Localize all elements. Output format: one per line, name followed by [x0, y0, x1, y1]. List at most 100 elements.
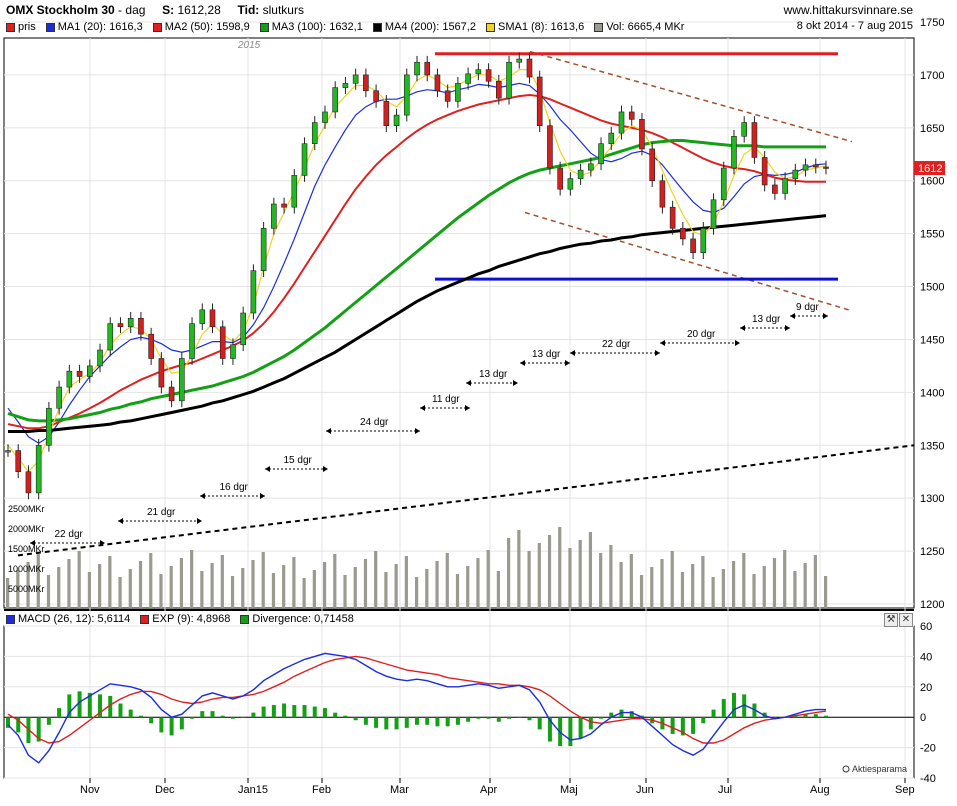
candle-body — [455, 83, 461, 102]
divergence-bar — [588, 717, 593, 730]
macd-legend-item: MACD (26, 12): 5,6114 — [6, 613, 130, 625]
candle-body — [567, 178, 574, 190]
candle-body — [741, 122, 748, 137]
candle-body — [240, 312, 246, 346]
divergence-bar — [568, 717, 573, 747]
volume-axis-label: 2000MKr — [8, 524, 45, 534]
volume-bar — [547, 535, 552, 608]
volume-bar — [149, 553, 153, 608]
volume-bar — [445, 553, 449, 608]
cycle-arrowhead-left — [466, 380, 471, 386]
volume-bar — [343, 575, 347, 608]
volume-bar — [118, 577, 122, 608]
divergence-bar — [742, 694, 747, 718]
volume-bar — [16, 570, 20, 608]
divergence-bar — [435, 717, 440, 727]
candle-body — [5, 450, 11, 453]
volume-bar — [670, 551, 674, 608]
volume-bar — [455, 574, 460, 608]
volume-bar — [77, 551, 81, 608]
price-tick-label: 1550 — [920, 229, 944, 241]
site-name[interactable]: www.hittakursvinnare.se — [783, 3, 913, 17]
divergence-bar — [537, 717, 542, 730]
candle-body — [506, 61, 512, 99]
divergence-bar — [711, 709, 716, 718]
divergence-bar — [404, 717, 409, 728]
candle-body — [403, 74, 410, 116]
cycle-label: 22 dgr — [602, 339, 631, 350]
candle-body — [363, 74, 369, 92]
legend-label: MACD (26, 12): 5,6114 — [18, 613, 131, 625]
legend-swatch — [259, 22, 269, 32]
cycle-arrowhead-left — [30, 540, 35, 546]
x-tick-label: Sep — [895, 784, 915, 796]
divergence-bar — [547, 717, 552, 742]
candle-body — [168, 386, 175, 402]
price-tick-label: 1450 — [920, 334, 944, 346]
divergence-bar — [629, 711, 634, 718]
volume-bar — [138, 561, 143, 608]
volume-bar — [793, 571, 797, 608]
divergence-bar — [507, 717, 512, 719]
candle-body — [751, 122, 758, 158]
volume-axis-label: 2500MKr — [8, 504, 45, 514]
candle-body — [465, 73, 471, 84]
volume-bar — [609, 545, 613, 608]
watermark-icon — [842, 765, 850, 773]
candle-body — [475, 69, 482, 75]
volume-bar — [599, 553, 603, 608]
tool-icon[interactable]: ⚒ — [884, 613, 898, 627]
close-icon[interactable]: ✕ — [899, 613, 913, 627]
volume-bar — [731, 561, 736, 608]
candle-body — [424, 61, 431, 76]
divergence-bar — [241, 717, 246, 718]
volume-bar — [261, 552, 265, 608]
divergence-bar — [230, 717, 235, 719]
x-tick-label: Aug — [810, 784, 830, 796]
divergence-bar — [619, 709, 624, 718]
volume-bar — [813, 555, 817, 608]
macd-tick-label: 20 — [920, 682, 932, 694]
candle-body — [414, 61, 420, 76]
macd-tick-label: 60 — [920, 621, 932, 633]
divergence-bar — [36, 717, 41, 742]
channel-upper-line — [529, 50, 853, 143]
chart-header: OMX Stockholm 30 - dag S: 1612,28 Tid: s… — [6, 3, 304, 17]
price-label: S: — [162, 3, 175, 17]
volume-bar — [46, 575, 51, 608]
candle-body — [598, 143, 604, 165]
volume-bar — [711, 577, 715, 608]
legend-label: MA3 (100): 1632,1 — [271, 21, 363, 33]
cycle-label: 13 dgr — [479, 369, 508, 380]
divergence-bar — [466, 717, 471, 722]
price-tick-label: 1750 — [920, 17, 944, 29]
candle-body — [230, 344, 236, 359]
candle-body — [526, 58, 533, 78]
volume-bar — [200, 571, 204, 608]
divergence-bar — [527, 717, 532, 721]
candle-body — [495, 80, 502, 99]
price-tick-label: 1200 — [920, 599, 944, 611]
candle-body — [823, 166, 829, 169]
divergence-bar — [149, 717, 154, 724]
candle-body — [618, 111, 625, 134]
candle-body — [107, 323, 114, 351]
main-legend-item: MA3 (100): 1632,1 — [259, 21, 363, 33]
divergence-bar — [118, 703, 123, 718]
candle-body — [577, 169, 584, 179]
volume-bar — [496, 571, 500, 608]
macd-legend-item: EXP (9): 4,8968 — [140, 613, 230, 625]
divergence-bar — [415, 717, 419, 725]
cycle-arrowhead-right — [565, 360, 570, 366]
volume-bar — [394, 564, 398, 608]
year-marker: 2015 — [237, 40, 261, 51]
cycle-arrowhead-left — [265, 466, 270, 472]
cycle-arrowhead-left — [570, 350, 575, 356]
cycle-label: 22 dgr — [55, 529, 84, 540]
legend-swatch — [140, 614, 150, 624]
divergence-bar — [220, 715, 225, 718]
price-tick-label: 1650 — [920, 123, 944, 135]
long-trendline — [17, 444, 915, 557]
candle-body — [485, 69, 492, 82]
divergence-bar — [292, 705, 297, 718]
